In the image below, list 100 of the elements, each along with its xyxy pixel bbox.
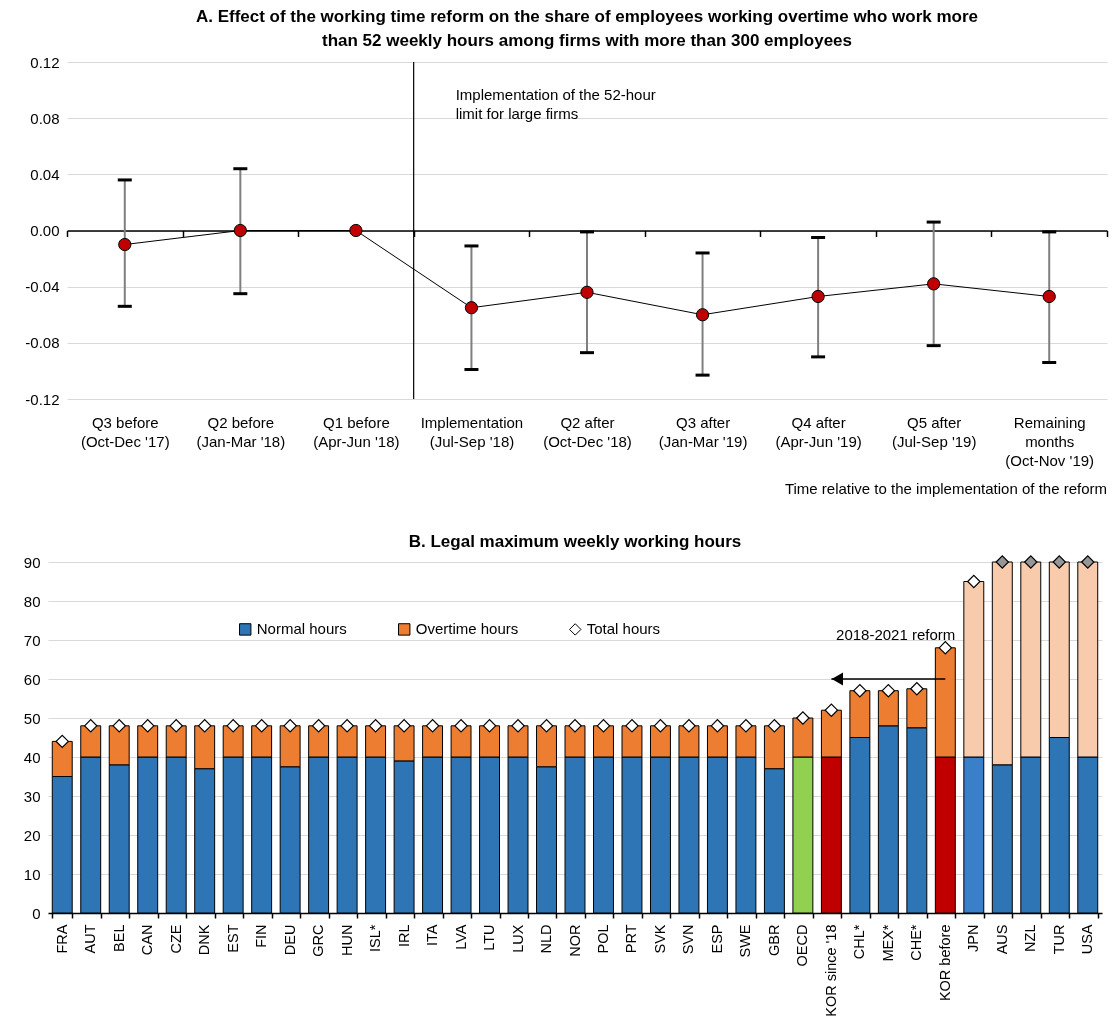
point: [340, 719, 354, 733]
x-tick-label: MEX*: [879, 924, 896, 962]
y-tick-label: 0.04: [30, 165, 60, 183]
x-tick-label: Q1 before (Apr-Jun '18): [313, 413, 400, 450]
point: [482, 719, 497, 733]
x-tick-label: BEL: [110, 924, 127, 952]
point: [539, 719, 554, 733]
legend-label: Overtime hours: [415, 620, 519, 638]
y-tick-label: -0.08: [25, 334, 60, 352]
point: [767, 719, 782, 733]
x-tick-label: DNK: [196, 924, 213, 956]
point: [311, 719, 326, 733]
x-tick-label: Q3 after (Jan-Mar '19): [658, 413, 748, 450]
y-tick-label: 20: [23, 826, 41, 844]
y-tick-label: 50: [23, 709, 41, 727]
x-tick-label: USA: [1079, 924, 1096, 955]
point: [55, 734, 69, 749]
point: [811, 289, 825, 304]
point: [739, 719, 753, 733]
x-tick-label: Q3 before (Oct-Dec '17): [80, 413, 170, 450]
point: [710, 719, 725, 733]
y-tick-label: 70: [23, 631, 41, 649]
x-tick-label: LTU: [481, 924, 498, 951]
y-tick-label: 0: [32, 904, 41, 922]
y-tick-label: 90: [23, 553, 41, 571]
ref-line-label: Implementation of the 52-hour limit for large firms: [455, 86, 656, 122]
x-tick-label: IRL: [395, 924, 412, 948]
point: [84, 719, 98, 733]
point: [824, 703, 839, 717]
y-tick-label: -0.04: [25, 278, 60, 296]
x-tick-label: ITA: [424, 924, 441, 946]
x-tick-label: PRT: [623, 924, 640, 954]
x-tick-label: LUX: [509, 924, 526, 953]
x-tick-label: TUR: [1050, 924, 1067, 955]
y-tick-label: 10: [23, 865, 41, 883]
y-tick-label: -0.12: [25, 390, 60, 408]
point: [910, 682, 924, 696]
x-tick-label: Remaining months (Oct-Nov '19): [1005, 413, 1095, 469]
x-tick-label: GBR: [765, 924, 782, 956]
x-tick-label: NZL: [1022, 924, 1039, 952]
point: [118, 237, 132, 252]
point: [140, 719, 155, 733]
point: [653, 719, 668, 733]
y-tick-label: 0.08: [30, 109, 60, 127]
y-tick-label: 60: [23, 670, 41, 688]
point: [568, 719, 582, 733]
point: [1052, 555, 1066, 569]
point: [853, 683, 867, 698]
x-tick-label: KOR before: [936, 924, 953, 1002]
point: [233, 223, 247, 238]
y-tick-label: 0.12: [30, 53, 60, 71]
point: [226, 719, 240, 733]
x-tick-label: SVN: [680, 924, 697, 955]
x-tick-label: LVA: [452, 924, 469, 950]
point: [511, 719, 525, 733]
point: [254, 719, 269, 733]
x-tick-label: DEU: [281, 924, 298, 956]
x-tick-label: AUT: [82, 924, 99, 954]
point: [967, 574, 981, 589]
point: [625, 719, 639, 733]
point: [1081, 555, 1095, 569]
legend-label: Total hours: [586, 620, 661, 638]
x-tick-label: OECD: [794, 924, 811, 967]
x-tick-label: Q2 after (Oct-Dec '18): [543, 413, 632, 450]
point: [397, 719, 411, 733]
point: [197, 719, 212, 733]
x-tick-label: SVK: [651, 924, 668, 954]
x-tick-label: NOR: [566, 924, 583, 957]
point: [580, 285, 594, 299]
x-tick-label: CHE*: [908, 924, 925, 961]
point: [881, 683, 896, 698]
point: [283, 719, 297, 733]
y-tick-label: 40: [23, 748, 41, 766]
x-tick-label: KOR since '18: [822, 924, 839, 1017]
point: [1042, 289, 1056, 304]
x-axis-title: Time relative to the implementation of the reform: [784, 480, 1107, 497]
point: [695, 308, 710, 322]
x-tick-label: EST: [224, 924, 241, 953]
x-tick-label: Implementation (Jul-Sep '18): [420, 413, 524, 450]
point: [682, 719, 696, 733]
y-tick-label: 80: [23, 592, 41, 610]
point: [349, 223, 363, 238]
x-tick-label: SWE: [737, 924, 754, 958]
point: [169, 719, 183, 733]
x-tick-label: CZE: [167, 924, 184, 954]
chart-title: A. Effect of the working time reform on the share of employees working overtime who work more than 52 weekly hours among firms with more than 300 employees: [195, 7, 979, 50]
x-tick-label: GRC: [310, 924, 327, 957]
x-tick-label: Q2 before (Jan-Mar '18): [196, 413, 286, 450]
point: [464, 301, 479, 315]
x-tick-label: AUS: [993, 924, 1010, 955]
point: [596, 719, 611, 733]
x-tick-label: CHL*: [851, 924, 868, 960]
x-tick-label: Q4 after (Apr-Jun '19): [775, 413, 862, 450]
y-tick-label: 30: [23, 787, 41, 805]
x-tick-label: POL: [594, 924, 611, 954]
x-tick-label: HUN: [338, 924, 355, 956]
x-tick-label: ISL*: [367, 924, 384, 952]
point: [112, 719, 126, 733]
point: [796, 711, 810, 725]
point: [425, 719, 440, 733]
